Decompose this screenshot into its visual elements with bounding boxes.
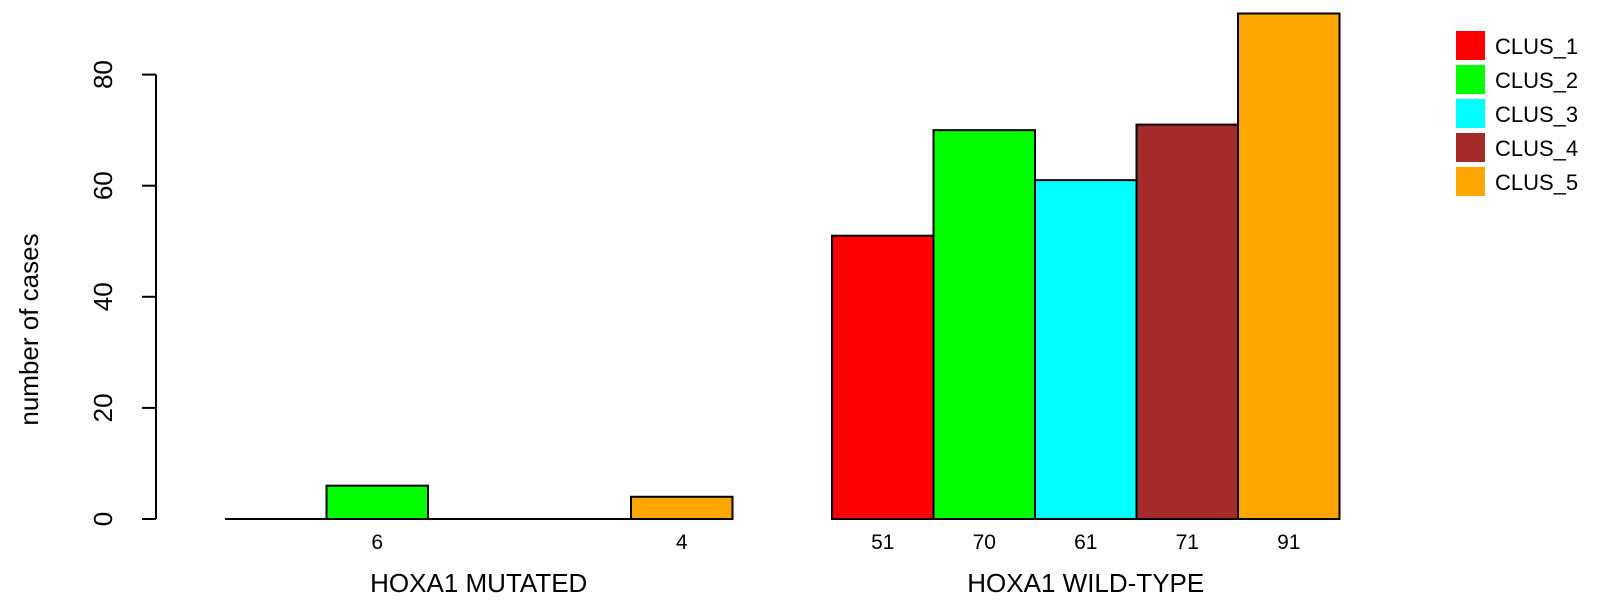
count-label: 71 xyxy=(1176,531,1199,554)
legend-label: CLUS_1 xyxy=(1495,34,1578,59)
y-axis-label: number of cases xyxy=(14,233,44,425)
y-tick-label: 0 xyxy=(88,512,118,526)
legend-label: CLUS_2 xyxy=(1495,68,1578,93)
bar-clus-2 xyxy=(932,129,1036,520)
count-label: 61 xyxy=(1074,531,1097,554)
group-label: HOXA1 MUTATED xyxy=(370,568,587,598)
count-label: 51 xyxy=(871,531,894,554)
legend-label: CLUS_5 xyxy=(1495,170,1578,195)
legend-label: CLUS_4 xyxy=(1495,136,1578,161)
count-label: 6 xyxy=(371,531,383,554)
legend-swatch xyxy=(1456,133,1485,162)
y-axis: 0 20 40 60 80 number of cases xyxy=(14,60,157,526)
legend-label: CLUS_3 xyxy=(1495,102,1578,127)
bar-labels: HOXA1 MUTATED HOXA1 WILD-TYPE 6 4 51 70 61 71 91 xyxy=(370,531,1300,598)
legend-swatch xyxy=(1456,65,1485,94)
bar-clus-2 xyxy=(325,484,429,521)
legend-swatch xyxy=(1456,31,1485,60)
y-tick-label: 80 xyxy=(88,60,118,89)
legend-swatch xyxy=(1456,99,1485,128)
count-label: 91 xyxy=(1277,531,1300,554)
count-label: 4 xyxy=(676,531,688,554)
y-tick-label: 60 xyxy=(88,171,118,200)
bar-clus-5 xyxy=(1237,12,1341,521)
bars xyxy=(225,12,1341,521)
y-tick-label: 40 xyxy=(88,282,118,311)
bar-clus-1 xyxy=(831,234,935,520)
bar-clus-3 xyxy=(1034,179,1138,521)
legend: CLUS_1 CLUS_2 CLUS_3 CLUS_4 CLUS_5 xyxy=(1456,31,1578,196)
count-label: 70 xyxy=(973,531,996,554)
bar-clus-5 xyxy=(630,495,734,520)
group-label: HOXA1 WILD-TYPE xyxy=(967,568,1204,598)
bar-clus-4 xyxy=(1135,123,1239,520)
legend-swatch xyxy=(1456,167,1485,196)
y-tick-label: 20 xyxy=(88,393,118,422)
